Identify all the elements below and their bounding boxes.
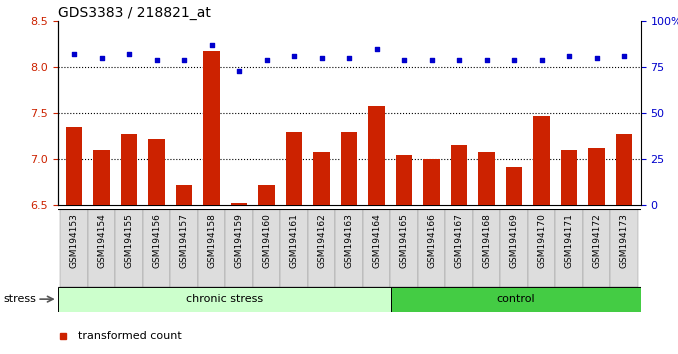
Bar: [473, 209, 500, 287]
Bar: [555, 209, 583, 287]
Bar: [225, 209, 253, 287]
Point: [68, 52, 79, 57]
Bar: [308, 209, 336, 287]
Bar: [396, 155, 412, 205]
Text: GSM194167: GSM194167: [455, 213, 464, 268]
Text: GSM194173: GSM194173: [620, 213, 629, 268]
Bar: [115, 209, 143, 287]
Text: GSM194155: GSM194155: [125, 213, 134, 268]
Bar: [341, 132, 357, 205]
Bar: [66, 127, 83, 205]
Text: GSM194168: GSM194168: [482, 213, 491, 268]
Bar: [286, 132, 302, 205]
Bar: [231, 204, 247, 205]
Bar: [281, 209, 308, 287]
Text: GSM194156: GSM194156: [152, 213, 161, 268]
Point: [206, 42, 217, 48]
Bar: [561, 150, 578, 205]
Bar: [363, 209, 391, 287]
Text: GSM194169: GSM194169: [510, 213, 519, 268]
Bar: [143, 209, 170, 287]
Bar: [58, 287, 391, 312]
Point: [179, 57, 190, 63]
Text: GSM194171: GSM194171: [565, 213, 574, 268]
Point: [372, 46, 382, 52]
Bar: [610, 209, 638, 287]
Bar: [60, 209, 88, 287]
Text: chronic stress: chronic stress: [186, 294, 263, 304]
Point: [344, 55, 355, 61]
Text: GSM194154: GSM194154: [97, 213, 106, 268]
Bar: [198, 209, 225, 287]
Bar: [203, 51, 220, 205]
Bar: [148, 139, 165, 205]
Point: [96, 55, 107, 61]
Bar: [391, 287, 641, 312]
Bar: [313, 152, 330, 205]
Point: [481, 57, 492, 63]
Text: GSM194166: GSM194166: [427, 213, 436, 268]
Text: control: control: [496, 294, 535, 304]
Text: GSM194159: GSM194159: [235, 213, 243, 268]
Point: [426, 57, 437, 63]
Bar: [391, 209, 418, 287]
Bar: [445, 209, 473, 287]
Text: GSM194161: GSM194161: [290, 213, 299, 268]
Point: [536, 57, 547, 63]
Text: GSM194164: GSM194164: [372, 213, 381, 268]
Bar: [94, 150, 110, 205]
Bar: [170, 209, 198, 287]
Bar: [589, 148, 605, 205]
Point: [619, 53, 630, 59]
Text: GSM194163: GSM194163: [344, 213, 354, 268]
Bar: [479, 152, 495, 205]
Point: [591, 55, 602, 61]
Point: [399, 57, 410, 63]
Bar: [336, 209, 363, 287]
Point: [454, 57, 464, 63]
Bar: [528, 209, 555, 287]
Bar: [616, 133, 633, 205]
Point: [234, 68, 245, 74]
Text: GDS3383 / 218821_at: GDS3383 / 218821_at: [58, 6, 210, 20]
Text: GSM194165: GSM194165: [399, 213, 409, 268]
Text: GSM194158: GSM194158: [207, 213, 216, 268]
Bar: [258, 185, 275, 205]
Bar: [583, 209, 610, 287]
Point: [123, 52, 134, 57]
Point: [564, 53, 575, 59]
Text: GSM194162: GSM194162: [317, 213, 326, 268]
Bar: [121, 133, 138, 205]
Bar: [451, 145, 467, 205]
Text: stress: stress: [3, 294, 36, 304]
Bar: [418, 209, 445, 287]
Bar: [500, 209, 528, 287]
Point: [151, 57, 162, 63]
Bar: [176, 185, 193, 205]
Text: GSM194160: GSM194160: [262, 213, 271, 268]
Bar: [88, 209, 115, 287]
Text: GSM194153: GSM194153: [70, 213, 79, 268]
Point: [289, 53, 300, 59]
Point: [316, 55, 327, 61]
Point: [261, 57, 272, 63]
Bar: [253, 209, 281, 287]
Bar: [534, 116, 550, 205]
Text: GSM194170: GSM194170: [537, 213, 546, 268]
Bar: [506, 167, 523, 205]
Text: GSM194157: GSM194157: [180, 213, 188, 268]
Text: GSM194172: GSM194172: [592, 213, 601, 268]
Point: [508, 57, 519, 63]
Bar: [368, 106, 385, 205]
Text: transformed count: transformed count: [78, 331, 182, 341]
Bar: [424, 159, 440, 205]
